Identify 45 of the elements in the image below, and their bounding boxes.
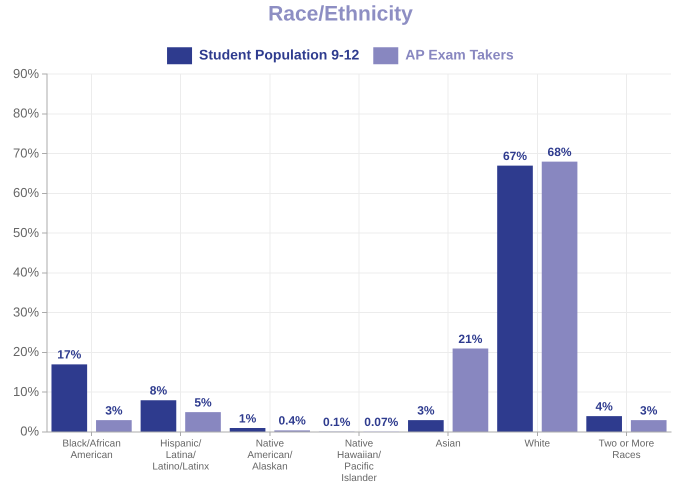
data-label: 3% bbox=[417, 403, 435, 418]
y-tick-label: 0% bbox=[20, 424, 40, 439]
bar bbox=[542, 162, 578, 432]
x-tick-label: Native American/ Alaskan bbox=[247, 438, 293, 472]
x-tick-label: Asian bbox=[436, 438, 461, 450]
data-label: 21% bbox=[458, 332, 483, 346]
bar bbox=[630, 420, 667, 432]
data-label: 68% bbox=[548, 144, 572, 159]
x-tick-label: White bbox=[524, 438, 551, 450]
data-label: 17% bbox=[57, 348, 82, 362]
data-label: 0.4% bbox=[278, 414, 306, 428]
data-label: 0.1% bbox=[323, 414, 351, 429]
y-tick-label: 70% bbox=[12, 145, 40, 160]
bar bbox=[497, 166, 533, 432]
data-label: 5% bbox=[194, 395, 212, 410]
bar bbox=[140, 400, 176, 432]
bar bbox=[185, 412, 221, 432]
y-tick-label: 50% bbox=[12, 224, 40, 240]
chart-title: Race/Ethnicity bbox=[268, 2, 414, 26]
legend-label: AP Exam Takers bbox=[405, 46, 514, 63]
x-tick-label: Black/African American bbox=[62, 438, 121, 461]
y-tick-label: 40% bbox=[12, 264, 40, 280]
data-label: 8% bbox=[150, 384, 168, 398]
data-label: 1% bbox=[238, 411, 257, 426]
y-tick-label: 10% bbox=[12, 384, 40, 399]
data-label: 3% bbox=[105, 403, 123, 418]
y-tick-label: 80% bbox=[12, 106, 40, 121]
data-label: 4% bbox=[595, 399, 614, 414]
bar bbox=[408, 420, 444, 432]
bar bbox=[96, 420, 132, 432]
y-tick-label: 30% bbox=[12, 304, 40, 320]
y-tick-label: 20% bbox=[12, 344, 40, 360]
legend-label: Student Population 9-12 bbox=[199, 46, 360, 63]
bar bbox=[586, 416, 622, 432]
bar bbox=[51, 364, 88, 432]
x-tick-label: Hispanic/ Latina/ Latino/Latinx bbox=[152, 438, 210, 472]
x-tick-label: Two or More Races bbox=[598, 438, 655, 461]
data-label: 67% bbox=[502, 148, 528, 163]
data-label: 3% bbox=[640, 403, 658, 418]
y-tick-label: 60% bbox=[12, 185, 40, 200]
bar bbox=[230, 428, 266, 432]
bar bbox=[452, 348, 488, 432]
y-tick-label: 90% bbox=[12, 66, 40, 81]
data-label: 0.07% bbox=[364, 415, 399, 430]
x-tick-label: Native Hawaiian/ Pacific Islander bbox=[337, 438, 382, 484]
